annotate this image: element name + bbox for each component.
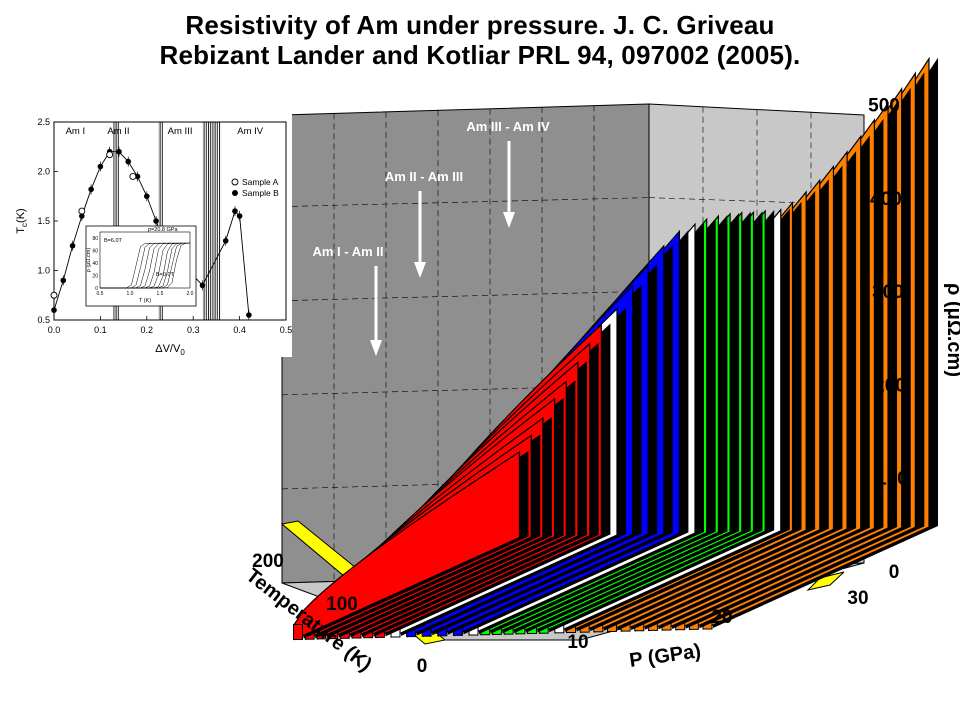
inset-point-sample-b	[79, 213, 85, 219]
legend-label-sample-a: Sample A	[242, 177, 279, 187]
inset-point-sample-a	[106, 151, 114, 159]
inner-inset-y-tick-label: 20	[92, 274, 98, 280]
inset-x-tick-label: 0.5	[280, 325, 292, 335]
inner-inset-y-label: ρ (μΩ.cm)	[86, 248, 92, 273]
phase-boundary-band	[158, 122, 164, 320]
pressure-tick-label: 30	[847, 588, 868, 609]
phase-transition-label: Am II - Am III	[385, 169, 463, 184]
rho-tick-label: 200	[874, 375, 906, 396]
inset-svg: Am I Am II Am III Am IV 0.0 0.1 0.2 0.3 0.4 0.5 0.…	[15, 117, 292, 357]
inset-y-tick-label: 1.0	[37, 266, 50, 276]
slices	[293, 56, 938, 641]
inset-y-tick-label: 2.0	[37, 167, 50, 177]
legend-label-sample-b: Sample B	[242, 188, 279, 198]
inset-y-tick-label: 0.5	[37, 315, 50, 325]
wall-gridline	[281, 197, 650, 207]
floor-strip-right	[806, 571, 845, 591]
temperature-tick-label: 0	[417, 656, 428, 677]
annotations: Am I - Am II Am II - Am III Am III - Am IV	[312, 119, 550, 356]
inset-point-sample-a	[78, 207, 86, 215]
inset-point-sample-a	[129, 173, 137, 180]
rho-axis-label: ρ (μΩ.cm)	[943, 283, 960, 377]
inset-point-sample-b	[60, 277, 67, 284]
inset-point-sample-b	[69, 242, 76, 249]
inner-inset-field-high: B=6.0T	[104, 238, 123, 244]
pressure-slice	[293, 450, 529, 641]
inset-y-axis-label: Tc(K)	[15, 208, 29, 233]
inset-point-sample-b	[144, 193, 150, 200]
arrow-head	[414, 262, 426, 278]
inner-inset-x-label: T (K)	[139, 298, 151, 304]
slide-title: Resistivity of Am under pressure. J. C. …	[0, 10, 960, 70]
inset-x-tick-label: 0.4	[233, 325, 246, 335]
temperature-tick-label: 100	[326, 594, 358, 615]
wall-gridline	[648, 197, 865, 206]
inset-x-tick-label: 0.0	[48, 325, 61, 335]
inset-point-sample-b	[88, 186, 94, 193]
inner-inset-curve	[100, 242, 191, 289]
inner-inset-pressure-label: p=20.8 GPa	[148, 227, 178, 233]
inset-point-sample-b	[199, 282, 206, 289]
inset-phase-label: Am IV	[237, 126, 264, 137]
pressure-tick-label: 20	[711, 607, 732, 628]
inset-point-sample-b	[246, 312, 252, 318]
inset-x-tick-label: 0.1	[94, 325, 107, 335]
slide-title-line1: Resistivity of Am under pressure. J. C. …	[185, 10, 775, 40]
inset-point-sample-a	[50, 291, 58, 299]
inner-inset-y-tick-label: 0	[95, 286, 98, 292]
inset-tc-chart: Am I Am II Am III Am IV 0.0 0.1 0.2 0.3 0.4 0.5 0.…	[10, 114, 292, 357]
slide-title-line2: Rebizant Lander and Kotliar PRL 94, 0970…	[159, 40, 801, 70]
inner-inset-x-tick-label: 0.5	[97, 291, 104, 297]
inset-point-sample-b	[222, 238, 229, 244]
pressure-tick-label: 10	[567, 632, 588, 653]
arrow-head	[370, 340, 382, 356]
temperature-tick-label: 200	[252, 551, 284, 572]
inset-point-sample-b	[236, 213, 243, 219]
inner-inset-y-tick-label: 60	[92, 249, 98, 255]
inset-phase-label: Am I	[66, 126, 86, 137]
rho-tick-label: 400	[870, 189, 902, 210]
inner-inset-frame	[85, 225, 197, 307]
phase-transition-label: Am III - Am IV	[466, 119, 550, 134]
inner-inset-x-tick-label: 1.0	[127, 291, 134, 297]
inset-x-tick-label: 0.3	[187, 325, 200, 335]
rho-tick-label: 100	[876, 469, 908, 490]
inset-point-sample-b	[51, 307, 57, 313]
phase-boundary-band	[113, 122, 120, 320]
wall-gridline	[281, 290, 650, 301]
phase-boundary-band	[202, 122, 222, 320]
rho-tick-label: 300	[872, 282, 904, 303]
inset-point-sample-b	[97, 163, 104, 170]
inner-inset-x-tick-label: 2.0	[187, 291, 194, 297]
inner-inset-y-tick-label: 40	[92, 261, 98, 267]
inner-inset-x-tick-label: 1.5	[157, 291, 164, 297]
rho-tick-label: 500	[868, 96, 900, 117]
phase-transition-label: Am I - Am II	[312, 244, 383, 259]
legend-marker-sample-b	[231, 190, 238, 196]
inset-y-tick-label: 1.5	[37, 216, 50, 226]
arrow-head	[503, 212, 515, 228]
inset-point-sample-b	[153, 218, 159, 224]
inner-inset-field-low: B=0.0T	[156, 272, 175, 278]
rho-tick-label: 0	[889, 562, 900, 583]
pressure-axis-label: P (GPa)	[628, 640, 702, 672]
inset-point-sample-b	[232, 208, 238, 214]
slice-front-block	[293, 624, 303, 640]
inset-phase-label: Am II	[107, 126, 129, 137]
inner-inset-y-tick-label: 80	[92, 236, 98, 242]
legend-marker-sample-a	[231, 178, 239, 186]
inset-x-axis-label: ΔV/V0	[155, 343, 185, 357]
inset-y-tick-label: 2.5	[37, 117, 50, 127]
inset-point-sample-b	[134, 173, 141, 180]
inset-point-sample-b	[125, 158, 132, 165]
inset-point-sample-b	[116, 148, 122, 155]
inset-x-tick-label: 0.2	[141, 325, 154, 335]
inset-phase-label: Am III	[168, 126, 193, 137]
slice-face	[293, 450, 521, 641]
